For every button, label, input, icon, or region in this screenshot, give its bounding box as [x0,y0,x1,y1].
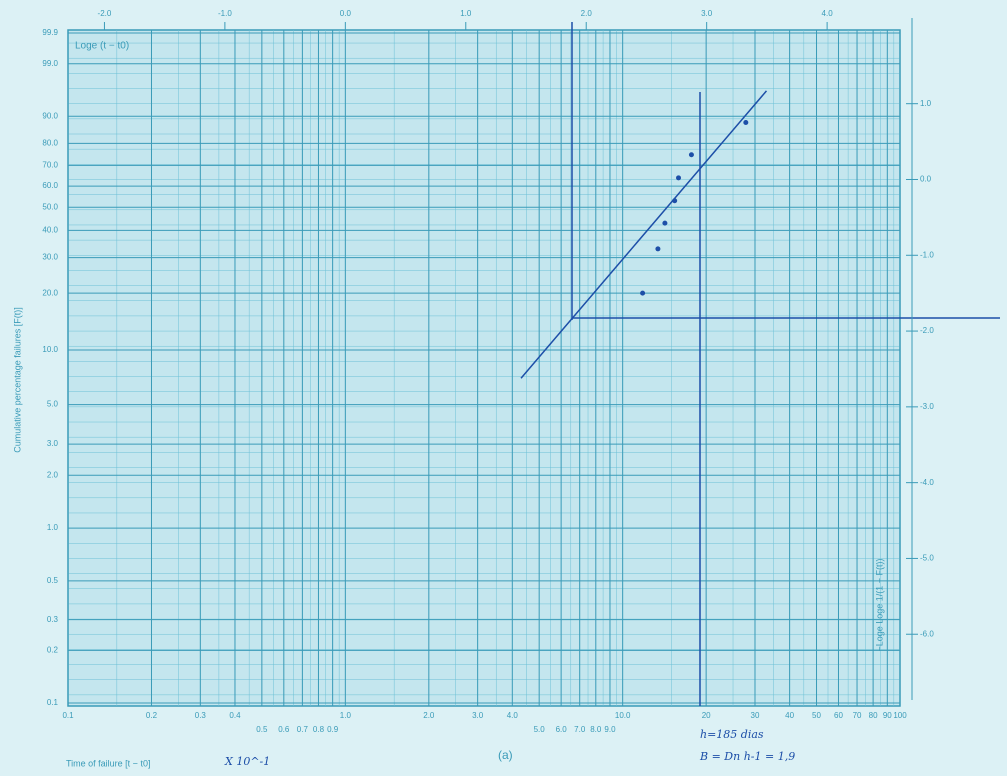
x-tick-label: 50 [812,711,821,720]
right-tick-label: -4.0 [920,478,934,487]
x-tick-label: 0.5 [256,725,268,734]
x-tick-label: 70 [853,711,862,720]
top-tick-label: 1.0 [460,9,472,18]
x-tick-label: 0.4 [229,711,241,720]
right-tick-label: -3.0 [920,402,934,411]
construction-lines [571,22,1000,706]
x-tick-label: 100 [893,711,907,720]
x-multiplier: X 10^-1 [224,755,270,768]
x-tick-label: 80 [869,711,878,720]
y-tick-label: 2.0 [47,470,59,479]
y-tick-label: 0.1 [47,698,59,707]
top-tick-label: 3.0 [701,9,713,18]
y-tick-label: 80.0 [42,139,58,148]
y-tick-label: 1.0 [47,523,59,532]
x-tick-label: 4.0 [507,711,519,720]
x-tick-label: 40 [785,711,794,720]
annotation: B = Dn h-1 = 1,9 [699,750,795,763]
x-tick-label: 20 [702,711,711,720]
x-axis-label: Time of failure [t − t0] [66,758,150,768]
top-tick-label: -1.0 [218,9,232,18]
x-tick-label: 0.9 [327,725,339,734]
right-tick-label: 1.0 [920,99,932,108]
right-tick-label: -5.0 [920,554,934,563]
data-point [640,290,646,296]
x-tick-label: 90 [883,711,892,720]
right-axis-label: −Loge Loge 1/(1 − F(t)) [874,558,884,651]
fit-line [520,90,768,379]
y-tick-label: 20.0 [42,288,58,297]
x-tick-label: 10.0 [615,711,631,720]
y-tick-label: 0.5 [47,576,59,585]
x-tick-label: 0.7 [297,725,309,734]
y-tick-label: 60.0 [42,181,58,190]
annotation: h=185 dias [700,728,764,741]
y-tick-label: 30.0 [42,253,58,262]
x-tick-label: 1.0 [340,711,352,720]
y-axis-label: Cumulative percentage failures [F(t)] [12,307,22,453]
data-point [655,246,661,252]
top-axis-label: Loge (t − t0) [75,41,129,52]
top-tick-label: 0.0 [340,9,352,18]
y-tick-label: 50.0 [42,202,58,211]
right-tick-label: -2.0 [920,326,934,335]
y-tick-label: 90.0 [42,111,58,120]
right-tick-label: 0.0 [920,175,932,184]
top-tick-label: -2.0 [98,9,112,18]
y-tick-label: 0.2 [47,646,59,655]
y-tick-label: 40.0 [42,226,58,235]
top-tick-label: 2.0 [581,9,593,18]
x-tick-label: 0.8 [313,725,325,734]
y-tick-label: 5.0 [47,400,59,409]
x-tick-label: 9.0 [604,725,616,734]
x-tick-label: 0.3 [195,711,207,720]
plot-area [67,29,901,707]
panel-label: (a) [498,748,513,762]
y-tick-label: 99.0 [42,59,58,68]
y-tick-label: 0.3 [47,615,59,624]
x-tick-label: 7.0 [574,725,586,734]
x-tick-label: 0.2 [146,711,158,720]
x-tick-label: 8.0 [590,725,602,734]
data-point [672,198,678,204]
x-tick-label: 0.1 [62,711,74,720]
y-tick-label: 10.0 [42,345,58,354]
x-tick-label: 3.0 [472,711,484,720]
x-tick-label: 30 [751,711,760,720]
y-tick-label: 99.9 [42,28,58,37]
data-point [743,120,749,126]
x-tick-label: 2.0 [423,711,435,720]
right-tick-label: -6.0 [920,629,934,638]
y-tick-label: 3.0 [47,439,59,448]
x-tick-label: 0.6 [278,725,290,734]
x-tick-label: 5.0 [534,725,546,734]
top-tick-label: 4.0 [822,9,834,18]
data-point [676,175,682,181]
right-tick-label: -1.0 [920,250,934,259]
y-tick-label: 70.0 [42,161,58,170]
grid [67,30,901,706]
x-tick-label: 6.0 [556,725,568,734]
data-point [688,152,694,158]
x-tick-label: 60 [834,711,843,720]
data-point [662,220,668,226]
